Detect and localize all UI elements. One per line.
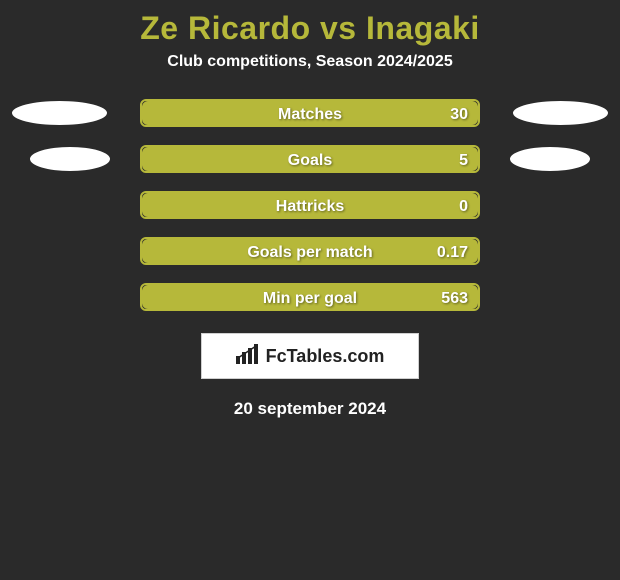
stat-value: 563	[441, 285, 468, 313]
stat-value: 0	[459, 193, 468, 221]
stat-row: Hattricks 0	[0, 191, 620, 219]
left-pill	[30, 147, 110, 171]
logo-box: FcTables.com	[201, 333, 419, 379]
stat-label: Min per goal	[263, 285, 357, 313]
stat-row: Goals per match 0.17	[0, 237, 620, 265]
stat-track: Goals per match 0.17	[140, 237, 480, 265]
logo-text: FcTables.com	[266, 346, 385, 367]
stat-row: Matches 30	[0, 99, 620, 127]
stat-row: Min per goal 563	[0, 283, 620, 311]
page-title: Ze Ricardo vs Inagaki	[0, 0, 620, 53]
stat-row: Goals 5	[0, 145, 620, 173]
stat-track: Hattricks 0	[140, 191, 480, 219]
page-subtitle: Club competitions, Season 2024/2025	[0, 53, 620, 71]
right-pill	[510, 147, 590, 171]
stat-track: Matches 30	[140, 99, 480, 127]
stat-value: 30	[450, 101, 468, 129]
stat-label: Goals per match	[247, 239, 372, 267]
comparison-card: Ze Ricardo vs Inagaki Club competitions,…	[0, 0, 620, 580]
stat-track: Min per goal 563	[140, 283, 480, 311]
date-label: 20 september 2024	[0, 399, 620, 419]
stat-value: 5	[459, 147, 468, 175]
stat-rows: Matches 30 Goals 5 Hattricks 0 Goals per match…	[0, 99, 620, 311]
stat-label: Matches	[278, 101, 342, 129]
left-pill	[12, 101, 107, 125]
stat-label: Goals	[288, 147, 332, 175]
bars-icon	[236, 344, 260, 369]
right-pill	[513, 101, 608, 125]
stat-track: Goals 5	[140, 145, 480, 173]
stat-value: 0.17	[437, 239, 468, 267]
stat-label: Hattricks	[276, 193, 344, 221]
